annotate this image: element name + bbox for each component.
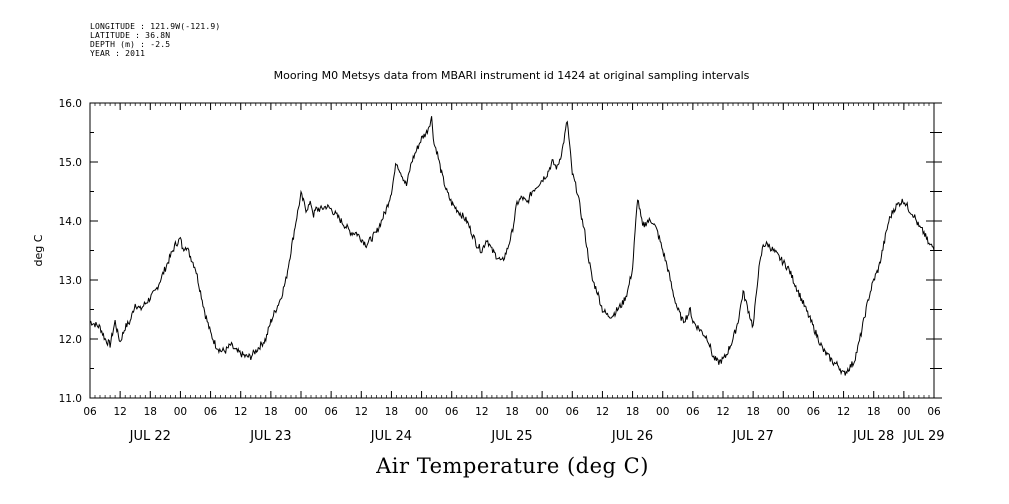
- x-tick-label: 12: [716, 406, 729, 418]
- x-tick-label: 18: [867, 406, 880, 418]
- x-tick-label: 06: [204, 406, 218, 418]
- x-tick-label: 12: [475, 406, 488, 418]
- y-tick-label: 14.0: [59, 216, 82, 228]
- x-tick-label: 00: [897, 406, 910, 418]
- x-day-label: JUL 23: [249, 429, 291, 444]
- x-tick-label: 18: [626, 406, 639, 418]
- x-tick-label: 12: [234, 406, 247, 418]
- x-tick-label: 06: [324, 406, 338, 418]
- x-tick-label: 06: [807, 406, 821, 418]
- x-axis-title: Air Temperature (deg C): [376, 454, 649, 478]
- y-tick-label: 12.0: [59, 334, 82, 346]
- y-tick-label: 15.0: [59, 157, 82, 169]
- y-tick-label: 13.0: [59, 275, 82, 287]
- y-tick-label: 11.0: [59, 393, 82, 405]
- location-metadata: LONGITUDE : 121.9W(-121.9) LATITUDE : 36…: [90, 22, 220, 58]
- plot-frame: [89, 102, 935, 399]
- x-tick-label: 12: [596, 406, 609, 418]
- x-day-label: JUL 26: [611, 429, 653, 444]
- depth-label: DEPTH (m) : -2.5: [90, 40, 171, 49]
- x-tick-label: 00: [656, 406, 669, 418]
- x-day-label: JUL 27: [732, 429, 774, 444]
- y-axis-label: deg C: [32, 234, 45, 266]
- x-day-label: JUL 29: [902, 429, 944, 444]
- x-tick-label: 06: [566, 406, 580, 418]
- x-minor-ticks: [89, 103, 935, 398]
- x-tick-label: 06: [927, 406, 941, 418]
- chart-title: Mooring M0 Metsys data from MBARI instru…: [273, 69, 750, 82]
- x-tick-label: 06: [83, 406, 97, 418]
- x-tick-label: 06: [445, 406, 459, 418]
- x-day-label: JUL 24: [370, 429, 412, 444]
- x-day-label: JUL 22: [129, 429, 171, 444]
- x-tick-label: 18: [385, 406, 398, 418]
- x-tick-label: 18: [264, 406, 277, 418]
- y-tick-label: 16.0: [59, 98, 82, 110]
- x-day-label: JUL 28: [852, 429, 894, 444]
- x-tick-label: 12: [355, 406, 368, 418]
- x-tick-label: 12: [837, 406, 850, 418]
- series-line: [90, 116, 935, 376]
- longitude-label: LONGITUDE : 121.9W(-121.9): [90, 22, 221, 31]
- x-tick-label: 18: [144, 406, 157, 418]
- x-day-label: JUL 25: [490, 429, 532, 444]
- x-tick-label: 12: [113, 406, 126, 418]
- latitude-label: LATITUDE : 36.8N: [90, 31, 171, 40]
- year-label: YEAR : 2011: [90, 49, 146, 58]
- x-tick-label: 00: [174, 406, 187, 418]
- x-tick-label: 18: [505, 406, 518, 418]
- x-tick-label: 18: [746, 406, 759, 418]
- x-tick-label: 00: [535, 406, 548, 418]
- x-tick-label: 00: [294, 406, 307, 418]
- x-tick-label: 00: [777, 406, 790, 418]
- x-tick-label: 06: [686, 406, 700, 418]
- x-tick-label: 00: [415, 406, 428, 418]
